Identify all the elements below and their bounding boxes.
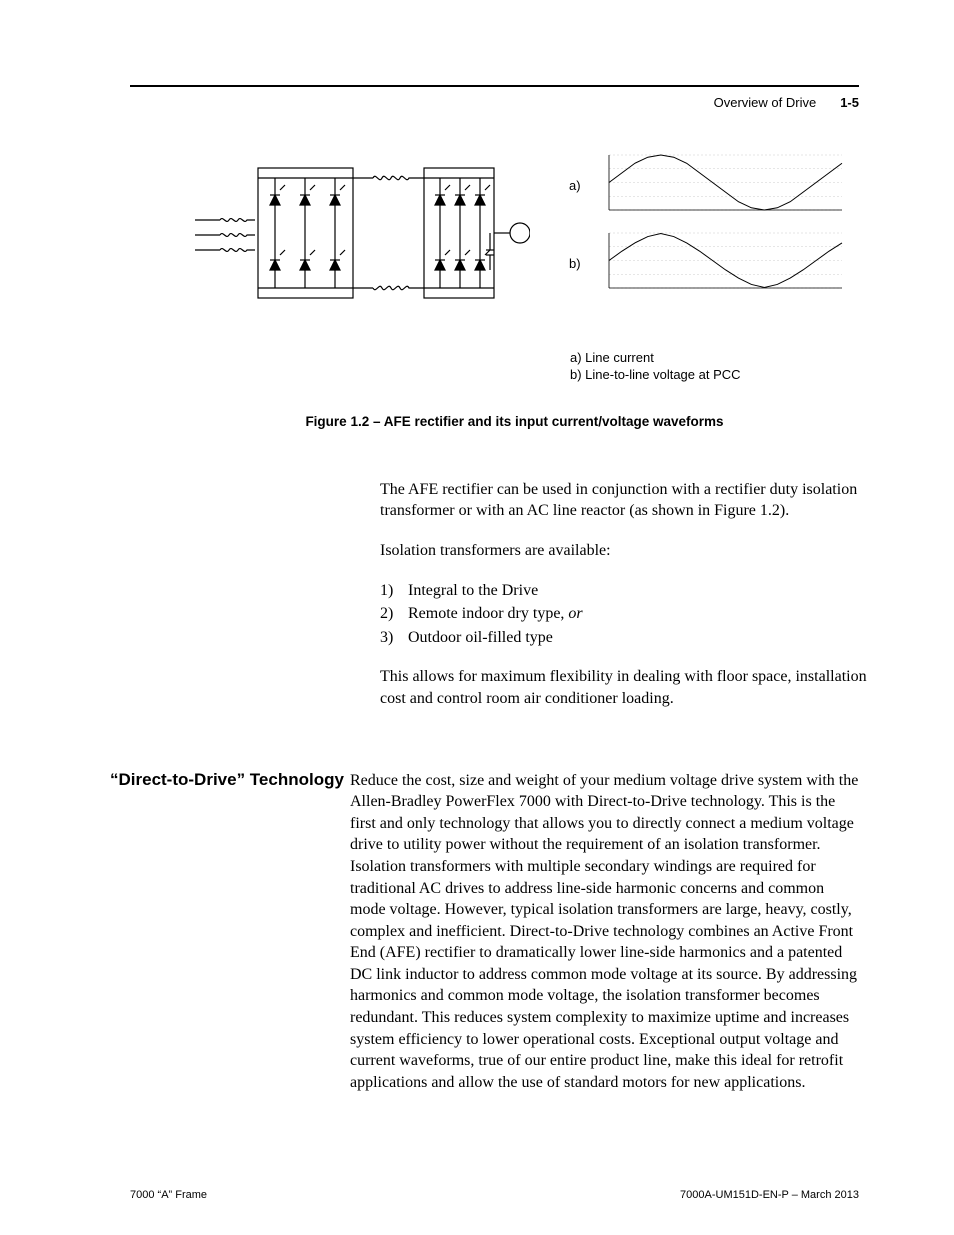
list-intro: Isolation transformers are available: <box>380 540 880 562</box>
legend-b: b) Line-to-line voltage at PCC <box>570 367 859 384</box>
list-item: 1) Integral to the Drive <box>380 580 880 602</box>
circuit-diagram <box>190 150 530 320</box>
section-heading: “Direct-to-Drive” Technology <box>110 770 350 1094</box>
footer-right: 7000A-UM151D-EN-P – March 2013 <box>680 1189 859 1201</box>
list-text: Remote indoor dry type, or <box>408 603 583 625</box>
header-chapter: Overview of Drive <box>714 95 817 110</box>
figure-caption: Figure 1.2 – AFE rectifier and its input… <box>170 414 859 429</box>
header-rule <box>130 85 859 87</box>
numbered-list: 1) Integral to the Drive 2) Remote indoo… <box>380 580 880 649</box>
legend-a: a) Line current <box>570 350 859 367</box>
section-direct-to-drive: “Direct-to-Drive” Technology Reduce the … <box>130 770 859 1094</box>
paragraph-2: This allows for maximum flexibility in d… <box>380 666 880 709</box>
figure-1-2: a) b) <box>190 150 859 320</box>
waveform-column: a) b) <box>569 150 859 320</box>
list-text: Integral to the Drive <box>408 580 538 602</box>
paragraph-1: The AFE rectifier can be used in conjunc… <box>380 479 880 522</box>
section-body: Reduce the cost, size and weight of your… <box>350 770 859 1094</box>
list-text: Outdoor oil-filled type <box>408 627 553 649</box>
body-column: The AFE rectifier can be used in conjunc… <box>380 479 880 710</box>
running-header: Overview of Drive 1-5 <box>130 95 859 110</box>
waveform-a-label: a) <box>569 178 581 193</box>
waveform-b-label: b) <box>569 256 581 271</box>
waveform-a <box>591 150 846 220</box>
figure-legend: a) Line current b) Line-to-line voltage … <box>570 350 859 384</box>
list-num: 1) <box>380 580 408 602</box>
list-item: 2) Remote indoor dry type, or <box>380 603 880 625</box>
header-page-number: 1-5 <box>840 95 859 110</box>
page-footer: 7000 “A” Frame 7000A-UM151D-EN-P – March… <box>130 1189 859 1201</box>
waveform-b <box>591 228 846 298</box>
list-num: 3) <box>380 627 408 649</box>
list-num: 2) <box>380 603 408 625</box>
footer-left: 7000 “A” Frame <box>130 1189 207 1201</box>
list-item: 3) Outdoor oil-filled type <box>380 627 880 649</box>
